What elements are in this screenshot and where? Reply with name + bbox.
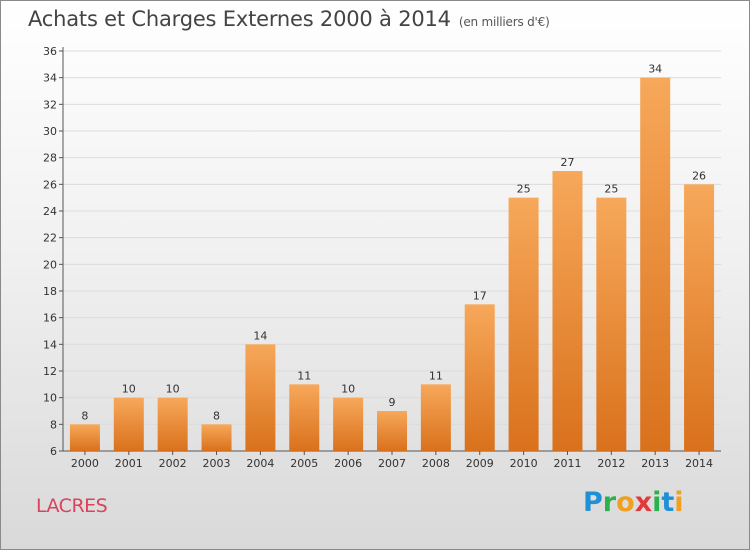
bar bbox=[289, 384, 320, 451]
x-tick-label: 2002 bbox=[159, 457, 187, 470]
bar bbox=[508, 197, 539, 451]
y-tick-label: 22 bbox=[43, 232, 57, 245]
y-tick-label: 12 bbox=[43, 365, 57, 378]
x-tick-label: 2003 bbox=[203, 457, 231, 470]
bar bbox=[113, 397, 144, 451]
x-tick-label: 2009 bbox=[466, 457, 494, 470]
y-tick-label: 34 bbox=[43, 72, 57, 85]
y-tick-label: 10 bbox=[43, 392, 57, 405]
bar bbox=[245, 344, 276, 451]
bar bbox=[377, 411, 407, 451]
y-tick-label: 28 bbox=[43, 152, 57, 165]
bar bbox=[69, 424, 100, 451]
logo-letter: i bbox=[674, 487, 684, 518]
y-tick-label: 8 bbox=[50, 418, 57, 431]
data-label: 14 bbox=[253, 329, 267, 342]
data-label: 10 bbox=[166, 383, 180, 396]
data-label: 11 bbox=[429, 369, 443, 382]
x-tick-label: 2013 bbox=[641, 457, 669, 470]
y-tick-label: 26 bbox=[43, 178, 57, 191]
labels: 6 8 10 12 14 16 18 20 22 24 26 28 30 32 34 36 8 2000 10 200… bbox=[43, 45, 713, 470]
y-tick-label: 18 bbox=[43, 285, 57, 298]
y-tick-label: 36 bbox=[43, 45, 57, 58]
data-label: 10 bbox=[122, 383, 136, 396]
x-tick-label: 2011 bbox=[553, 457, 581, 470]
data-label: 25 bbox=[604, 183, 618, 196]
logo-letter: o bbox=[616, 487, 635, 518]
bars bbox=[69, 77, 715, 452]
x-tick-label: 2014 bbox=[685, 457, 713, 470]
y-tick-label: 6 bbox=[50, 445, 57, 458]
data-label: 27 bbox=[560, 156, 574, 169]
logo-letter: i bbox=[652, 487, 662, 518]
y-tick-label: 20 bbox=[43, 258, 57, 271]
bar bbox=[552, 171, 583, 451]
bar bbox=[684, 184, 715, 452]
x-tick-label: 2006 bbox=[334, 457, 362, 470]
x-tick-label: 2004 bbox=[246, 457, 274, 470]
bar bbox=[157, 397, 188, 451]
logo-letter: r bbox=[602, 487, 617, 518]
data-label: 8 bbox=[81, 409, 88, 422]
logo-letter: t bbox=[661, 487, 675, 518]
chart-title: Achats et Charges Externes 2000 à 2014 (e… bbox=[28, 7, 550, 31]
bar bbox=[201, 424, 232, 451]
chart-subtitle: (en milliers d'€) bbox=[458, 15, 550, 29]
x-tick-label: 2010 bbox=[510, 457, 538, 470]
data-label: 34 bbox=[648, 63, 662, 76]
x-tick-label: 2008 bbox=[422, 457, 450, 470]
data-label: 11 bbox=[297, 369, 311, 382]
x-tick-label: 2012 bbox=[597, 457, 625, 470]
bar bbox=[596, 197, 627, 451]
data-label: 25 bbox=[517, 183, 531, 196]
y-tick-label: 32 bbox=[43, 98, 57, 111]
y-tick-label: 30 bbox=[43, 125, 57, 138]
bar bbox=[464, 304, 495, 451]
bar bbox=[333, 397, 364, 451]
data-label: 9 bbox=[389, 396, 396, 409]
logo-letter: x bbox=[634, 487, 653, 518]
bar bbox=[640, 77, 671, 452]
data-label: 26 bbox=[692, 169, 706, 182]
proxiti-logo: Proxiti bbox=[583, 487, 684, 518]
bar bbox=[420, 384, 451, 451]
x-tick-label: 2000 bbox=[71, 457, 99, 470]
chart-title-text: Achats et Charges Externes 2000 à 2014 bbox=[28, 7, 451, 31]
place-name: LACRES bbox=[36, 495, 108, 517]
x-tick-label: 2007 bbox=[378, 457, 406, 470]
x-tick-label: 2001 bbox=[115, 457, 143, 470]
data-label: 10 bbox=[341, 383, 355, 396]
data-label: 8 bbox=[213, 409, 220, 422]
x-tick-label: 2005 bbox=[290, 457, 318, 470]
logo-letter: P bbox=[583, 487, 603, 518]
y-tick-label: 16 bbox=[43, 312, 57, 325]
data-label: 17 bbox=[473, 289, 487, 302]
y-tick-label: 24 bbox=[43, 205, 57, 218]
y-tick-label: 14 bbox=[43, 338, 57, 351]
